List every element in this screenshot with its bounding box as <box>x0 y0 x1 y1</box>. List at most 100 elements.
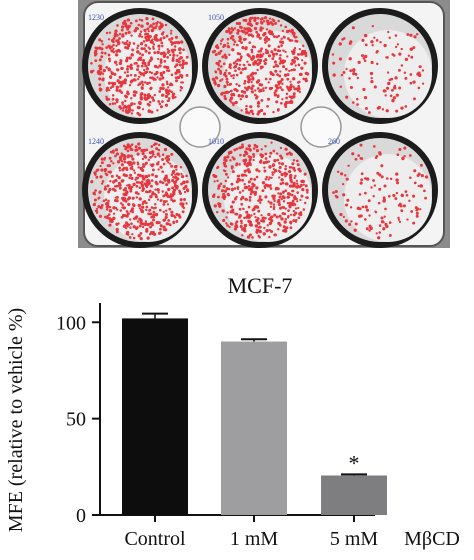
colony-dot <box>415 211 419 215</box>
colony-dot <box>279 40 283 44</box>
colony-dot <box>295 179 299 182</box>
colony-dot <box>239 153 242 157</box>
colony-dot <box>216 210 219 214</box>
colony-dot <box>342 193 346 197</box>
colony-dot <box>153 35 156 39</box>
colony-dot <box>119 202 123 205</box>
colony-dot <box>255 168 259 172</box>
colony-dot <box>122 157 127 161</box>
colony-dot <box>181 66 185 69</box>
colony-dot <box>373 85 377 89</box>
colony-dot <box>108 89 111 92</box>
colony-dot <box>372 195 375 198</box>
colony-dot <box>278 176 281 179</box>
colony-dot <box>223 195 227 199</box>
colony-dot <box>216 44 219 47</box>
colony-dot <box>144 156 148 159</box>
colony-dot <box>285 96 288 100</box>
colony-dot <box>270 50 274 54</box>
colony-dot <box>356 76 360 80</box>
colony-dot <box>170 210 174 214</box>
colony-dot <box>258 90 261 93</box>
colony-dot <box>280 172 284 177</box>
colony-dot <box>152 45 155 49</box>
colony-dot <box>229 96 234 100</box>
colony-dot <box>165 183 169 187</box>
colony-dot <box>176 172 180 176</box>
colony-dot <box>133 29 137 33</box>
colony-dot <box>231 28 235 32</box>
colony-dot <box>258 83 262 87</box>
colony-dot <box>256 58 260 62</box>
colony-dot <box>285 29 290 34</box>
colony-dot <box>269 201 273 205</box>
colony-plate-photo: 1230 1050 1240 1010 260 <box>78 0 450 248</box>
colony-dot <box>114 29 118 33</box>
colony-dot <box>284 217 287 221</box>
colony-dot <box>160 32 165 36</box>
colony-dot <box>304 201 307 205</box>
colony-dot <box>360 172 364 176</box>
colony-dot <box>278 74 282 78</box>
colony-dot <box>155 147 159 151</box>
colony-dot <box>392 54 396 57</box>
colony-dot <box>256 53 260 57</box>
colony-dot <box>237 66 241 71</box>
colony-dot <box>108 31 112 34</box>
colony-dot <box>162 153 165 156</box>
colony-dot <box>156 76 159 79</box>
colony-dot <box>406 33 410 37</box>
colony-dot <box>161 181 165 185</box>
colony-dot <box>138 186 142 190</box>
colony-dot <box>293 176 296 180</box>
colony-dot <box>164 193 168 197</box>
colony-dot <box>362 57 366 60</box>
colony-dot <box>144 71 148 75</box>
colony-dot <box>272 110 275 114</box>
colony-dot <box>356 206 360 210</box>
colony-dot <box>100 39 104 43</box>
colony-dot <box>163 65 167 69</box>
colony-dot <box>269 205 273 208</box>
colony-dot <box>409 73 413 76</box>
colony-dot <box>281 82 284 86</box>
colony-dot <box>296 89 300 92</box>
colony-dot <box>113 102 117 105</box>
colony-dot <box>222 43 227 48</box>
colony-dot <box>299 198 302 202</box>
colony-dot <box>267 97 271 101</box>
colony-dot <box>295 197 298 201</box>
colony-dot <box>403 146 407 150</box>
colony-dot <box>148 233 152 236</box>
colony-dot <box>347 164 350 167</box>
colony-dot <box>262 20 266 23</box>
colony-dot <box>143 28 147 33</box>
colony-dot <box>101 72 105 75</box>
colony-dot <box>255 60 258 63</box>
colony-dot <box>119 158 123 161</box>
colony-dot <box>268 155 272 158</box>
colony-dot <box>159 227 162 231</box>
colony-dot <box>413 169 417 173</box>
colony-dot <box>181 210 185 214</box>
colony-dot <box>92 203 96 207</box>
colony-dot <box>103 168 108 172</box>
colony-dot <box>262 219 266 223</box>
colony-dot <box>137 142 141 146</box>
colony-dot <box>231 208 235 212</box>
colony-dot <box>165 34 169 38</box>
colony-dot <box>170 198 174 202</box>
colony-dots <box>89 16 189 117</box>
colony-dot <box>160 41 164 45</box>
colony-dot <box>146 236 150 240</box>
colony-dot <box>150 215 153 219</box>
colony-dot <box>133 62 136 65</box>
colony-dot <box>251 16 254 20</box>
colony-dot <box>101 43 104 46</box>
colony-dot <box>245 174 248 177</box>
colony-dot <box>345 203 349 207</box>
colony-dot <box>255 228 259 232</box>
colony-dot <box>277 19 280 23</box>
colony-dot <box>237 21 242 26</box>
colony-dot <box>156 109 159 112</box>
